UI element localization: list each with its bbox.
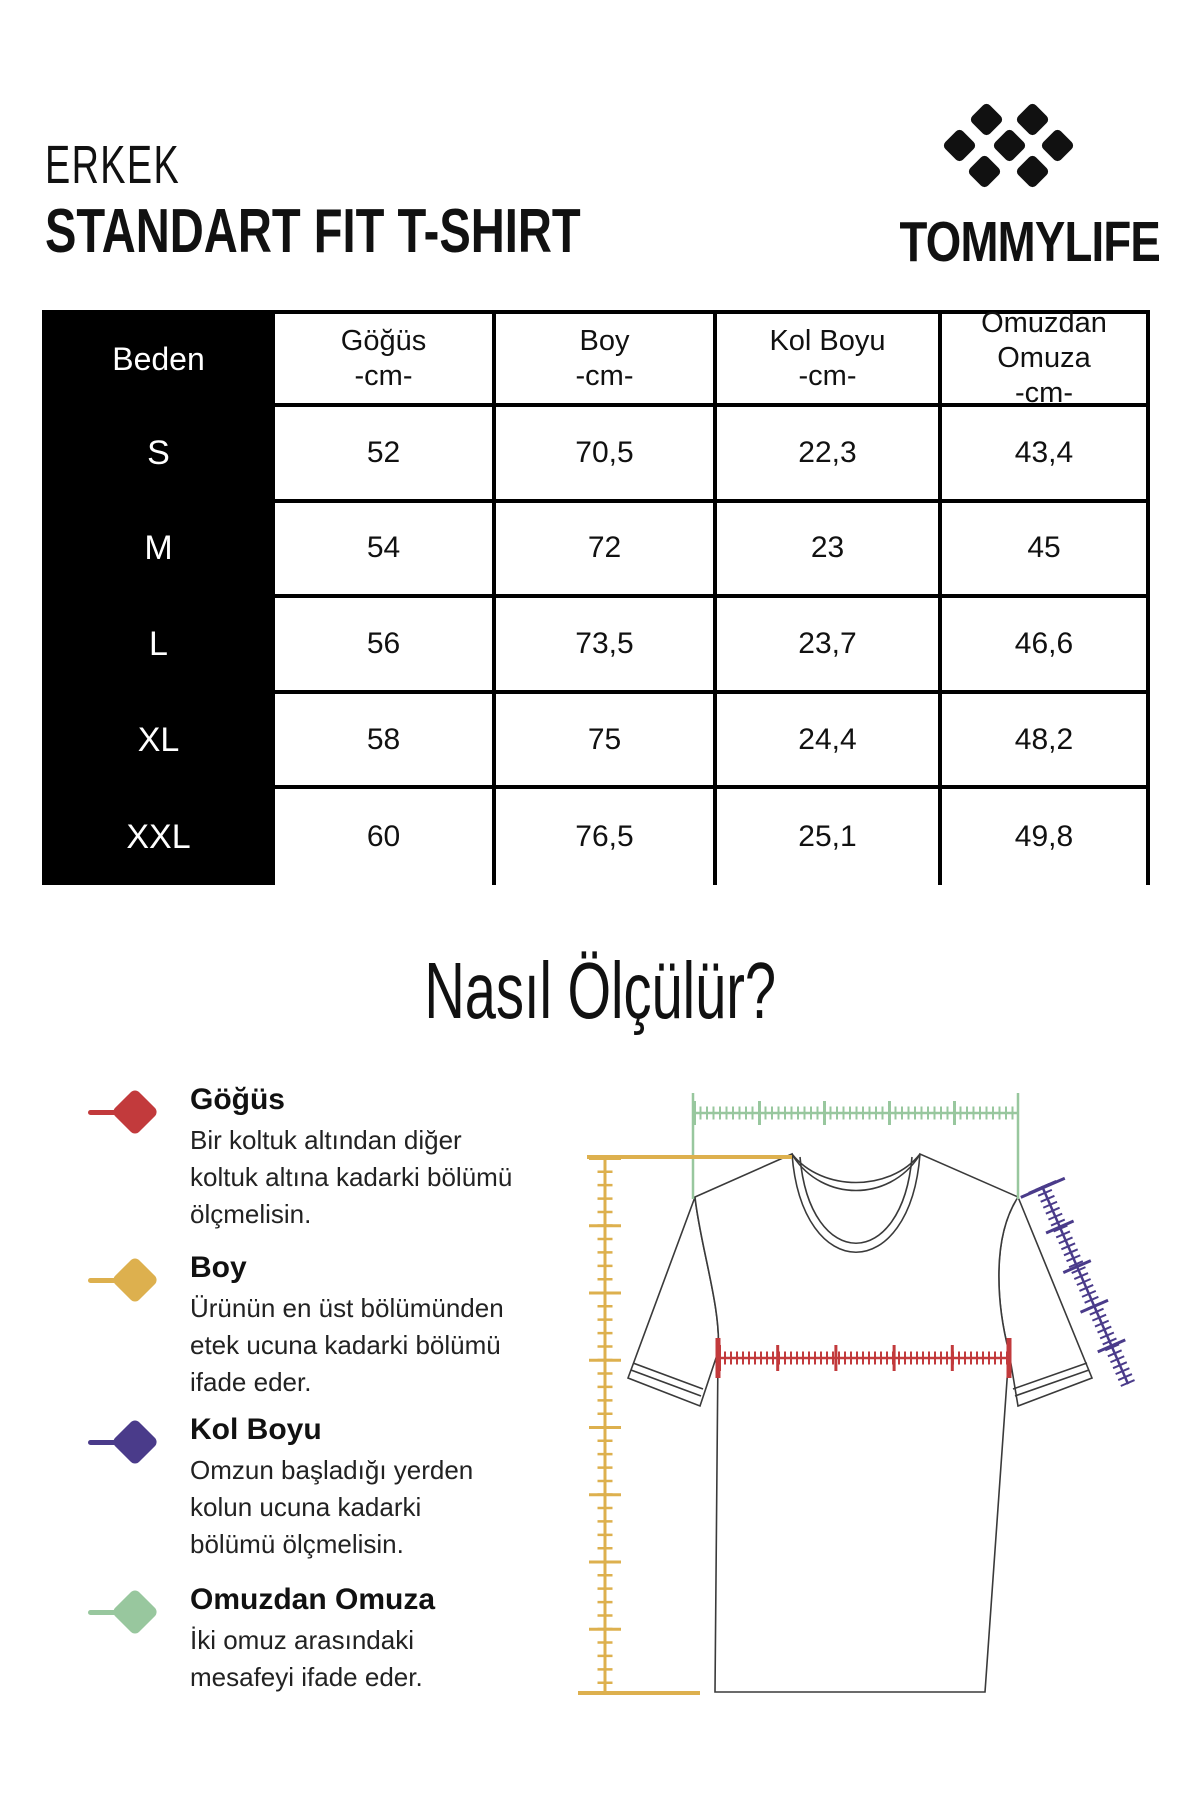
logo-diamond-icon — [966, 153, 1002, 189]
logo-diamond-icon — [1014, 101, 1050, 137]
legend-item-chest: Göğüs Bir koltuk altından diğer koltuk al… — [88, 1083, 548, 1233]
row-size-label: XL — [46, 693, 275, 790]
cell-shoulder: 45 — [942, 502, 1146, 599]
length-ruler — [578, 1155, 792, 1695]
cell-length: 75 — [496, 693, 717, 790]
legend-description: Ürünün en üst bölümünden etek ucuna kadar… — [190, 1293, 504, 1397]
cell-length: 76,5 — [496, 789, 717, 885]
cell-chest: 58 — [275, 693, 496, 790]
legend-description: İki omuz arasındaki mesafeyi ifade eder. — [190, 1625, 423, 1692]
shoulder-ruler — [691, 1093, 1020, 1199]
page-title: STANDART FIT T-SHIRT — [45, 197, 581, 266]
column-header-sleeve: Kol Boyu -cm- — [717, 314, 942, 407]
cell-chest: 60 — [275, 789, 496, 885]
logo-diamond-icon — [1039, 127, 1075, 163]
cell-sleeve: 22,3 — [717, 407, 942, 503]
cell-chest: 52 — [275, 407, 496, 503]
logo-diamond-icon — [941, 127, 977, 163]
logo-diamond-icon — [1014, 153, 1050, 189]
brand-logo — [940, 95, 1080, 200]
column-header-length: Boy -cm- — [496, 314, 717, 407]
row-size-label: S — [46, 407, 275, 503]
cell-length: 70,5 — [496, 407, 717, 503]
brand-name: TOMMYLIFE — [899, 210, 1161, 274]
cell-sleeve: 23,7 — [717, 598, 942, 694]
tshirt-outline — [626, 1152, 1094, 1693]
logo-diamond-icon — [991, 127, 1027, 163]
howto-heading: Nasıl Ölçülür? — [424, 946, 776, 1035]
row-size-label: L — [46, 598, 275, 694]
legend-description: Bir koltuk altından diğer koltuk altına k… — [190, 1125, 513, 1229]
legend-line — [88, 1109, 133, 1115]
table-corner-header: Beden — [46, 314, 275, 407]
row-size-label: XXL — [46, 789, 275, 885]
column-header-chest: Göğüs -cm- — [275, 314, 496, 407]
legend-line — [88, 1609, 133, 1615]
legend-diamond — [110, 1417, 160, 1467]
cell-chest: 56 — [275, 598, 496, 694]
tshirt-body — [694, 1152, 1020, 1693]
cell-shoulder: 48,2 — [942, 693, 1146, 790]
logo-diamond-icon — [968, 101, 1004, 137]
cell-shoulder: 43,4 — [942, 407, 1146, 503]
cell-length: 72 — [496, 502, 717, 599]
legend-label: Omuzdan Omuza — [190, 1583, 436, 1616]
legend-item-sleeve: Kol Boyu Omzun başladığı yerden kolun ucu… — [88, 1413, 548, 1563]
legend-label: Boy — [190, 1251, 247, 1284]
legend-diamond — [110, 1087, 160, 1137]
chest-diamond-icon — [88, 1087, 160, 1137]
legend-item-shoulder: Omuzdan Omuza İki omuz arasındaki mesafey… — [88, 1583, 548, 1696]
length-diamond-icon — [88, 1255, 160, 1305]
legend-diamond — [110, 1255, 160, 1305]
cell-sleeve: 25,1 — [717, 789, 942, 885]
cell-sleeve: 24,4 — [717, 693, 942, 790]
size-table: Beden Göğüs -cm- Boy -cm- Kol Boyu -cm- Omu… — [42, 307, 1150, 885]
legend-line — [88, 1439, 133, 1445]
legend-item-length: Boy Ürünün en üst bölümünden etek ucuna k… — [88, 1251, 548, 1401]
legend-label: Göğüs — [190, 1083, 285, 1116]
cell-sleeve: 23 — [717, 502, 942, 599]
sleeve-diamond-icon — [88, 1417, 160, 1467]
cell-chest: 54 — [275, 502, 496, 599]
row-size-label: M — [46, 502, 275, 599]
category-label: ERKEK — [45, 135, 181, 195]
cell-shoulder: 46,6 — [942, 598, 1146, 694]
tshirt-collar — [799, 1156, 913, 1245]
shoulder-diamond-icon — [88, 1587, 160, 1637]
chest-ruler — [715, 1338, 1012, 1378]
legend-label: Kol Boyu — [190, 1413, 322, 1446]
cell-shoulder: 49,8 — [942, 789, 1146, 885]
sleeve-ruler — [1020, 1176, 1142, 1391]
tshirt-measure-diagram — [578, 1093, 1142, 1695]
legend-line — [88, 1277, 133, 1283]
legend-description: Omzun başladığı yerden kolun ucuna kadark… — [190, 1455, 474, 1559]
cell-length: 73,5 — [496, 598, 717, 694]
column-header-shoulder: Omuzdan Omuza -cm- — [942, 307, 1146, 409]
legend-diamond — [110, 1587, 160, 1637]
